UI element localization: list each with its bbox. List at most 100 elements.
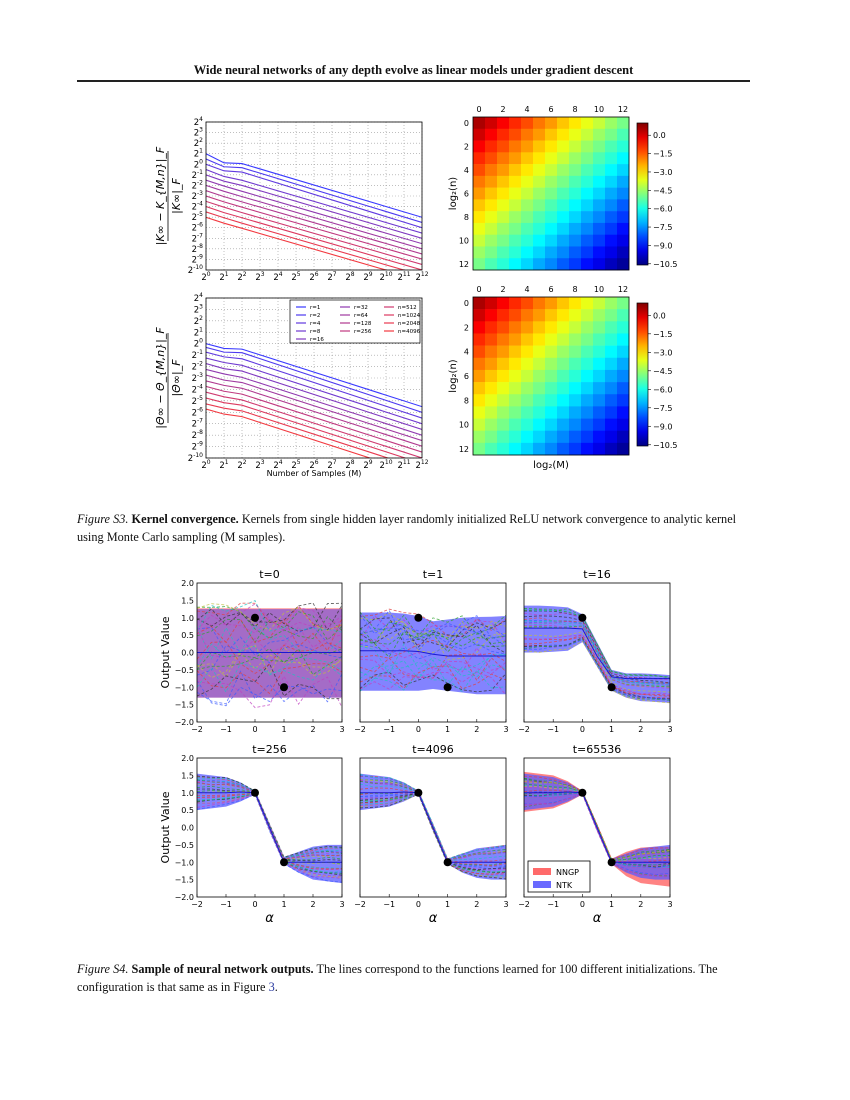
heatmap-cell (569, 369, 582, 383)
heatmap-cell (485, 164, 498, 177)
mean-line (360, 791, 506, 863)
panel-title: t=256 (252, 743, 287, 756)
heatmap-cell (605, 345, 618, 359)
heatmap-cell (581, 140, 594, 153)
y-tick-label: 2-3 (192, 190, 204, 202)
plot-frame (359, 582, 507, 723)
heatmap-cell (569, 152, 582, 165)
heatmap-cell (581, 345, 594, 359)
heatmap-cell (473, 175, 486, 188)
heatmap-cell (617, 164, 630, 177)
heatmap-cell (509, 234, 522, 247)
heatmap-cell (557, 117, 570, 130)
heatmap-cell (593, 297, 606, 310)
y-tick-label: 23 (194, 303, 203, 315)
legend-label: r=32 (354, 305, 368, 311)
y-label-denominator: |Θ∞|_F (170, 359, 183, 397)
heatmap-cell (557, 382, 570, 395)
y-tick-label: 12 (459, 260, 469, 269)
x-tick-label: 210 (379, 271, 392, 283)
heatmap-cell (533, 418, 546, 431)
heatmap-cell (485, 394, 498, 407)
heatmap-cell (557, 309, 570, 322)
sample-function-line (524, 639, 670, 700)
heatmap-cell (497, 128, 510, 141)
heatmap-cell (509, 164, 522, 177)
sample-function-line (360, 638, 506, 673)
heatmap-cell (485, 357, 498, 371)
heatmap-cell (617, 406, 630, 419)
sample-function-line (524, 793, 670, 876)
heatmap-cell (473, 199, 486, 212)
plot-area (360, 773, 506, 880)
x-tick-label: 23 (255, 459, 264, 471)
heatmap-cell (509, 430, 522, 444)
heatmap-cell (557, 246, 570, 259)
panel-title: t=65536 (573, 743, 622, 756)
heatmap-cell (569, 187, 582, 200)
heatmap-cell (497, 382, 510, 395)
colorbar-tick-label: −7.5 (653, 223, 672, 232)
colorbar-tick-label: −10.5 (653, 260, 678, 269)
heatmap-cell (545, 309, 558, 322)
series-line-r=128 (206, 190, 422, 255)
heatmap-cell (617, 152, 630, 165)
y-tick-label: 6 (464, 190, 469, 199)
heatmap-cell (473, 152, 486, 165)
heatmap-cell (545, 175, 558, 188)
x-tick-label: −2 (354, 725, 366, 734)
heatmap-cell (581, 333, 594, 346)
heatmap-cell (509, 140, 522, 153)
heatmap-cell (605, 128, 618, 141)
heatmap-cell (557, 442, 570, 456)
sample-function-line (524, 607, 670, 678)
heatmap-cell (497, 418, 510, 431)
y-tick-label: 21 (194, 148, 203, 160)
y-tick-label: 1.5 (181, 596, 194, 605)
x-tick-label: 25 (291, 271, 300, 283)
heatmap-cell (497, 430, 510, 444)
y-tick-label: 21 (194, 326, 203, 338)
heatmap-cell (569, 297, 582, 310)
x-tick-label: 25 (291, 459, 300, 471)
colorbar-tick-label: −9.0 (653, 422, 672, 431)
legend-label: r=2 (310, 313, 320, 319)
heatmap-cell (557, 140, 570, 153)
heatmap-cell (485, 117, 498, 130)
heatmap-cell (509, 297, 522, 310)
x-tick-label: 3 (339, 900, 344, 909)
plot-area (360, 608, 506, 696)
heatmap-cell (581, 187, 594, 200)
figure-3-link[interactable]: 3 (268, 980, 275, 994)
sample-function-line (360, 773, 506, 860)
x-tick-label: −1 (383, 725, 395, 734)
sample-function-line (197, 607, 342, 634)
legend-label: r=16 (310, 337, 324, 343)
panel-title: t=1 (423, 568, 444, 581)
output-panel-t=1: t=1 −2 −1 0 1 2 3 (354, 568, 508, 734)
y-tick-label: 2.0 (181, 579, 194, 588)
heatmap-cell (569, 234, 582, 247)
heatmap-cell (593, 442, 606, 456)
plot-frame (523, 757, 671, 898)
series-line-r=2 (206, 346, 422, 413)
x-tick-label: 2 (474, 900, 479, 909)
caption-text: The lines correspond to the functions le… (77, 962, 718, 994)
mean-line (360, 650, 506, 657)
heatmap-cell (605, 357, 618, 371)
series-line-n=1024 (206, 206, 422, 270)
heatmap-cell (485, 128, 498, 141)
heatmap-cell (569, 442, 582, 456)
heatmap-cell (497, 222, 510, 235)
x-tick-label: 8 (572, 285, 577, 294)
x-tick-label: 26 (309, 459, 318, 471)
legend-label: NNGP (556, 868, 579, 877)
training-point (280, 683, 288, 692)
heatmap-cell (473, 333, 486, 346)
heatmap-cell (485, 152, 498, 165)
running-header: Wide neural networks of any depth evolve… (193, 63, 634, 77)
heatmap-cell (557, 234, 570, 247)
heatmap-cell (485, 430, 498, 444)
y-tick-label: 23 (194, 127, 203, 139)
heatmap-cell (485, 234, 498, 247)
